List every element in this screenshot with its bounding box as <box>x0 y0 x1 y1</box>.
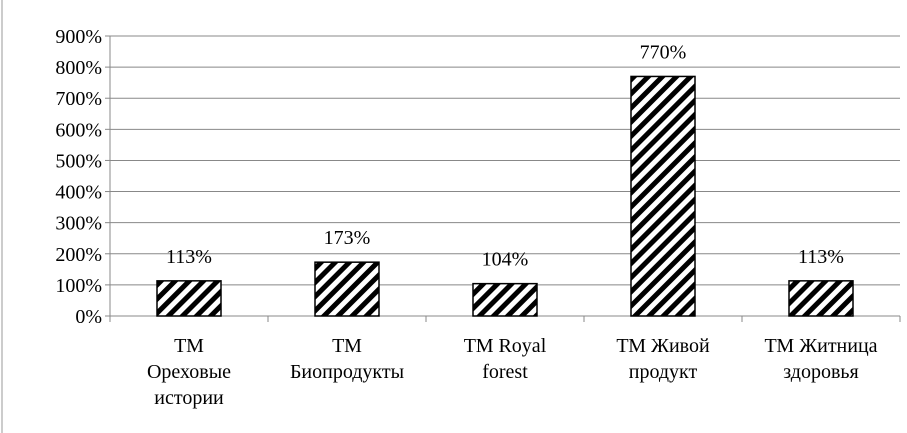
x-tick-label-line: forest <box>482 361 528 383</box>
bar <box>314 261 380 317</box>
y-tick-label: 300% <box>55 213 102 235</box>
value-label: 173% <box>324 227 371 249</box>
y-tick-label: 900% <box>55 26 102 48</box>
x-tick-label-line: ТМ <box>332 335 362 357</box>
x-tick-label: ТМ Ореховые истории <box>147 335 231 409</box>
x-tick-label-line: ТМ Живой <box>616 335 710 357</box>
y-tick-label: 200% <box>55 244 102 266</box>
x-tick-label-line: ТМ Житница <box>764 335 877 357</box>
x-tick-label-line: Биопродукты <box>290 361 404 383</box>
bar <box>472 282 538 317</box>
bar <box>788 280 854 317</box>
x-tick-label: ТМ Житница здоровья <box>764 335 877 383</box>
x-tick-label-line: ТМ <box>174 335 204 357</box>
value-label: 770% <box>640 41 687 63</box>
x-tick-label-line: ТМ Royal <box>464 335 547 357</box>
value-label: 113% <box>798 246 844 268</box>
x-tick-label-line: Ореховые <box>147 361 231 383</box>
y-tick-label: 600% <box>55 119 102 141</box>
x-tick-label-line: истории <box>154 387 224 409</box>
y-tick-label: 0% <box>75 306 102 328</box>
y-tick-label: 500% <box>55 150 102 172</box>
bar <box>630 75 696 317</box>
bar <box>156 280 222 317</box>
y-tick-label: 800% <box>55 57 102 79</box>
x-tick-label: ТМ Royal forest <box>464 335 547 383</box>
x-tick-label: ТМ Биопродукты <box>290 335 404 383</box>
value-label: 113% <box>166 246 212 268</box>
x-tick-label-line: здоровья <box>783 361 858 383</box>
y-tick-label: 100% <box>55 275 102 297</box>
x-tick-label-line: продукт <box>629 361 698 383</box>
y-tick-label: 400% <box>55 182 102 204</box>
x-tick-label: ТМ Живой продукт <box>616 335 710 383</box>
y-tick-label: 700% <box>55 88 102 110</box>
value-label: 104% <box>482 249 529 271</box>
